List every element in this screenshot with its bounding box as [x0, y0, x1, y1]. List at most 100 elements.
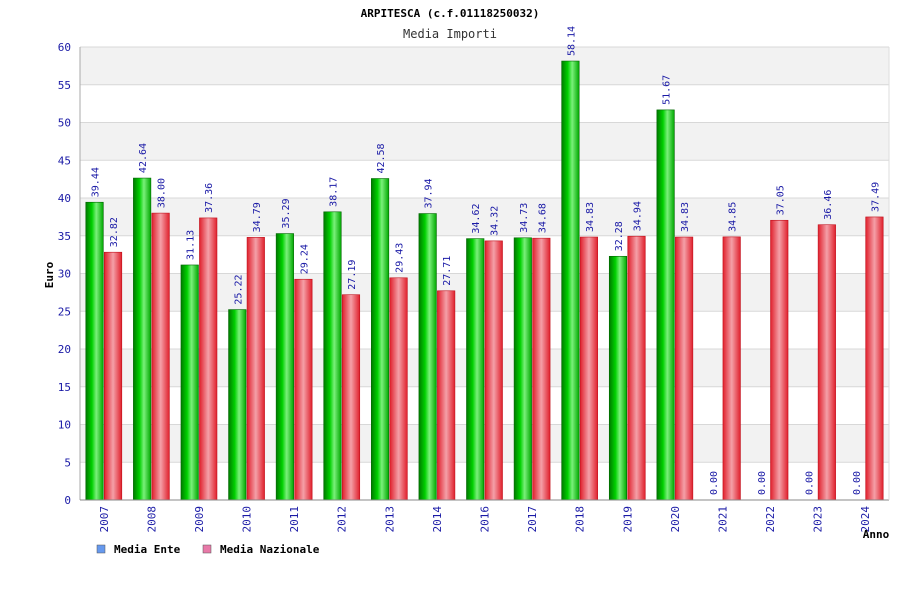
value-label-media-ente-2007: 39.44: [91, 167, 102, 197]
bar-media-nazionale-2008: [151, 212, 170, 501]
y-tick-label: 35: [58, 230, 71, 243]
bar-media-nazionale-2013: [389, 277, 408, 501]
value-label-media-ente-2009: 31.13: [186, 230, 197, 260]
value-label-media-ente-2023: 0.00: [804, 471, 815, 495]
value-label-media-nazionale-2024: 37.49: [870, 182, 881, 212]
x-tick-label-2022: 2022: [764, 506, 777, 533]
x-tick-label-2009: 2009: [193, 506, 206, 533]
x-tick-label-2016: 2016: [479, 506, 492, 533]
y-tick-label: 20: [58, 343, 71, 356]
y-tick-label: 55: [58, 79, 71, 92]
value-label-media-ente-2010: 25.22: [233, 274, 244, 304]
value-label-media-ente-2018: 58.14: [566, 26, 577, 56]
bar-media-nazionale-2024: [865, 216, 884, 501]
bar-media-ente-2012: [323, 211, 342, 501]
x-tick-label-2014: 2014: [431, 506, 444, 533]
legend: Media Ente Media Nazionale: [96, 543, 320, 556]
bar-media-ente-2011: [275, 233, 294, 501]
bar-media-nazionale-2007: [103, 251, 123, 501]
value-label-media-nazionale-2023: 36.46: [823, 190, 834, 220]
x-tick-label-2013: 2013: [383, 506, 396, 533]
bar-media-ente-2020: [656, 109, 675, 501]
y-tick-label: 50: [58, 117, 71, 130]
bar-media-nazionale-2023: [817, 224, 836, 501]
x-tick-label-2023: 2023: [812, 506, 825, 533]
value-label-media-ente-2019: 32.28: [614, 221, 625, 251]
bar-media-nazionale-2021: [722, 236, 741, 501]
value-label-media-ente-2021: 0.00: [709, 471, 720, 495]
background-band: [80, 84, 889, 123]
bar-media-nazionale-2022: [770, 219, 789, 501]
bar-media-nazionale-2012: [341, 294, 361, 501]
background-band: [80, 122, 889, 161]
value-label-media-nazionale-2012: 27.19: [347, 260, 358, 290]
x-tick-label-2018: 2018: [574, 506, 587, 533]
bar-media-nazionale-2014: [437, 290, 456, 501]
y-tick-label: 30: [58, 268, 71, 281]
value-label-media-ente-2017: 34.73: [519, 203, 530, 233]
y-tick-label: 40: [58, 192, 71, 205]
x-tick-label-2020: 2020: [669, 506, 682, 533]
x-tick-label-2012: 2012: [336, 506, 349, 533]
bar-media-nazionale-2010: [246, 237, 265, 501]
value-label-media-nazionale-2018: 34.83: [585, 202, 596, 232]
x-tick-label-2017: 2017: [526, 506, 539, 533]
value-labels: 39.44 32.82 42.64 38.00 31.13 37.36 25.22 34.79…: [91, 26, 882, 495]
x-tick-label-2019: 2019: [621, 506, 634, 533]
value-label-media-ente-2008: 42.64: [138, 143, 149, 173]
y-tick-label: 45: [58, 154, 71, 167]
value-label-media-ente-2024: 0.00: [852, 471, 863, 495]
background-band: [80, 160, 889, 198]
bar-media-nazionale-2009: [199, 217, 218, 501]
axes: 0 5 10 15 20 25 30 35 40 45 50 55 60 2007 2008 2009 2010…: [58, 41, 890, 533]
bar-media-ente-2013: [371, 178, 390, 501]
y-tick-label: 10: [58, 419, 71, 432]
value-label-media-nazionale-2013: 29.43: [395, 243, 406, 273]
y-tick-label: 25: [58, 305, 71, 318]
value-label-media-nazionale-2019: 34.94: [633, 201, 644, 231]
bar-media-nazionale-2011: [294, 278, 313, 501]
chart-subtitle: Media Importi: [403, 27, 497, 41]
bar-media-ente-2018: [561, 60, 580, 501]
bar-media-nazionale-2019: [627, 235, 646, 501]
value-label-media-ente-2012: 38.17: [328, 177, 339, 207]
bar-media-nazionale-2016: [484, 240, 503, 501]
x-axis-title: Anno: [863, 528, 890, 541]
value-label-media-ente-2011: 35.29: [281, 198, 292, 228]
value-label-media-ente-2013: 42.58: [376, 143, 387, 173]
value-label-media-nazionale-2021: 34.85: [728, 202, 739, 232]
chart-title: ARPITESCA (c.f.01118250032): [361, 7, 540, 20]
value-label-media-nazionale-2017: 34.68: [537, 203, 548, 233]
y-axis-title: Euro: [43, 261, 56, 288]
x-tick-label-2024: 2024: [859, 506, 872, 533]
value-label-media-nazionale-2008: 38.00: [157, 178, 168, 208]
value-label-media-nazionale-2020: 34.83: [680, 202, 691, 232]
bar-media-ente-2010: [228, 309, 247, 501]
background-band: [80, 47, 889, 85]
x-tick-label-2010: 2010: [241, 506, 254, 533]
legend-swatch-media-nazionale: [202, 544, 212, 554]
y-tick-label: 0: [64, 494, 71, 507]
value-label-media-ente-2020: 51.67: [662, 75, 673, 105]
y-tick-label: 60: [58, 41, 71, 54]
x-tick-label-2011: 2011: [288, 506, 301, 533]
bar-media-ente-2014: [418, 213, 437, 501]
bar-media-nazionale-2018: [579, 236, 598, 501]
value-label-media-nazionale-2016: 34.32: [490, 206, 501, 236]
bar-media-ente-2008: [133, 177, 152, 501]
bar-media-ente-2019: [608, 255, 628, 501]
bar-media-nazionale-2017: [532, 237, 551, 501]
value-label-media-ente-2014: 37.94: [424, 178, 435, 208]
legend-label-media-nazionale: Media Nazionale: [220, 543, 320, 556]
y-tick-label: 5: [64, 456, 71, 469]
y-tick-label: 15: [58, 381, 71, 394]
bar-media-ente-2007: [85, 201, 104, 501]
x-tick-label-2008: 2008: [145, 506, 158, 533]
bar-media-ente-2016: [466, 238, 485, 501]
value-label-media-nazionale-2007: 32.82: [109, 217, 120, 247]
value-label-media-ente-2022: 0.00: [757, 471, 768, 495]
value-label-media-ente-2016: 34.62: [471, 204, 482, 234]
value-label-media-nazionale-2022: 37.05: [775, 185, 786, 215]
